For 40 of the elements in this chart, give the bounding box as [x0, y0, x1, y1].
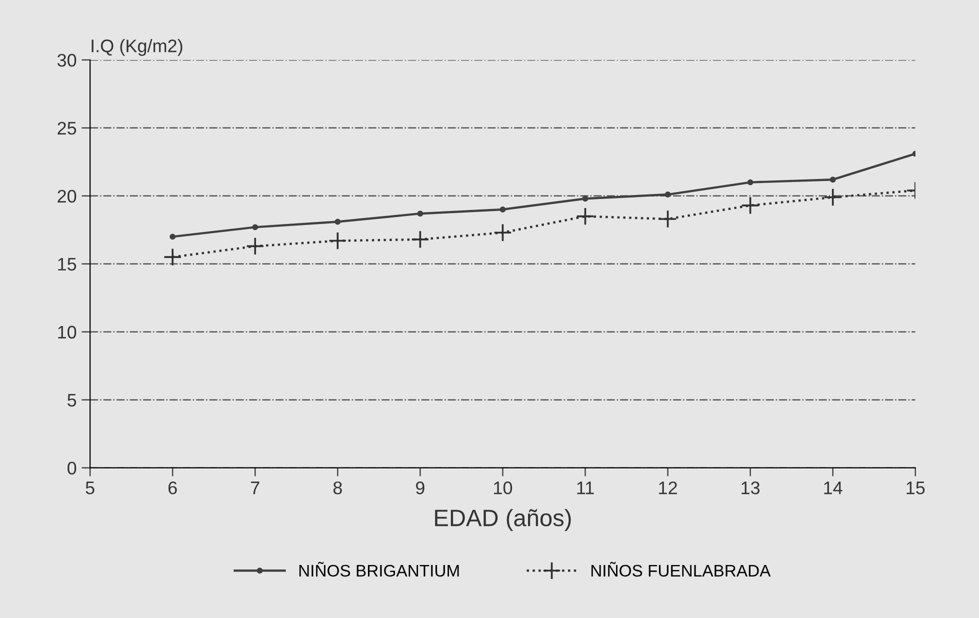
y-tick-label: 0	[68, 462, 76, 475]
x-tick-label: 13	[742, 481, 760, 494]
point	[830, 176, 836, 183]
y-tick-label: 20	[58, 190, 76, 203]
point	[163, 248, 182, 266]
point	[334, 218, 341, 225]
point	[664, 192, 671, 198]
legend-label: NIÑOS BRIGANTIUM	[299, 562, 459, 577]
x-axis-title: EDAD (años)	[435, 508, 571, 531]
point	[410, 230, 430, 249]
x-tick-label: 9	[416, 481, 424, 494]
x-tick-label: 7	[251, 482, 260, 494]
point	[500, 206, 506, 212]
point	[741, 196, 760, 215]
legend-label: NIÑOS FUENLABRADA	[591, 562, 771, 577]
point	[246, 236, 264, 256]
x-tick-label: 10	[494, 481, 512, 494]
y-tick-label: 5	[68, 394, 76, 407]
x-tick-label: 11	[577, 482, 594, 494]
x-tick-label: 8	[333, 481, 342, 494]
point	[576, 207, 594, 226]
x-tick-label: 12	[659, 481, 677, 494]
x-tick-label: 5	[86, 482, 94, 494]
point	[493, 223, 512, 242]
point	[747, 179, 754, 186]
y-axis-title: I.Q (Kg/m2)	[92, 39, 182, 56]
x-tick-label: 15	[906, 482, 925, 494]
y-tick-label: 10	[58, 326, 76, 339]
point	[328, 232, 347, 250]
point	[658, 210, 678, 228]
point	[417, 210, 424, 217]
point	[582, 196, 588, 202]
y-tick-label: 30	[57, 54, 76, 67]
x-tick-label: 14	[824, 482, 842, 494]
y-tick-label: 15	[58, 258, 76, 271]
point	[252, 224, 258, 230]
point	[170, 234, 176, 240]
point	[824, 188, 842, 207]
y-tick-label: 25	[58, 122, 76, 135]
x-tick-label: 6	[168, 481, 177, 494]
